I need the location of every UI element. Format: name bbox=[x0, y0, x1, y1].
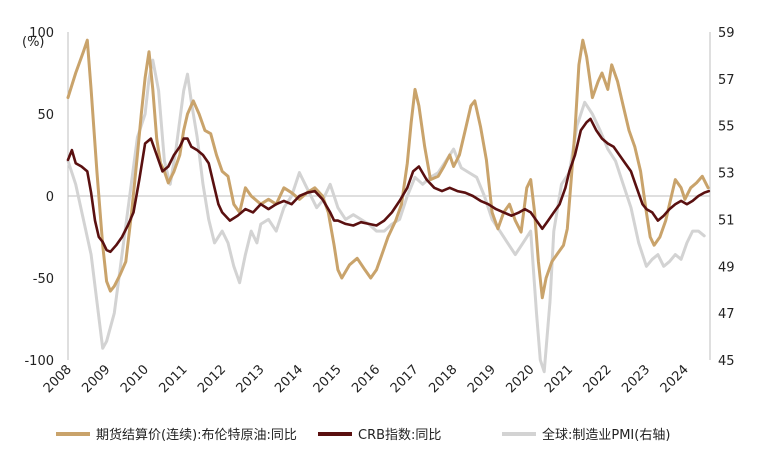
x-tick-label: 2021 bbox=[542, 362, 576, 396]
series-line-1 bbox=[66, 117, 711, 254]
x-tick-label: 2020 bbox=[504, 362, 538, 396]
x-tick-label: 2009 bbox=[79, 362, 113, 396]
x-tick-label: 2023 bbox=[619, 362, 653, 396]
x-tick-label: 2010 bbox=[118, 362, 152, 396]
x-tick-label: 2016 bbox=[349, 362, 383, 396]
series-layer bbox=[66, 38, 711, 374]
unit-label: (%) bbox=[22, 35, 45, 50]
legend: 期货结算价(连续):布伦特原油:同比 CRB指数:同比 全球:制造业PMI(右轴) bbox=[56, 427, 670, 443]
left-y-tick-label: -50 bbox=[33, 272, 54, 287]
right-y-tick-label: 49 bbox=[718, 260, 735, 275]
left-y-tick-label: 50 bbox=[37, 108, 54, 123]
right-y-tick-label: 55 bbox=[718, 120, 735, 135]
x-tick-label: 2015 bbox=[311, 362, 345, 396]
x-axis-ticks: 2008 2009 2010 2011 2012 2013 2014 2015 2016 2017… bbox=[41, 362, 692, 396]
left-y-tick-label: -100 bbox=[24, 354, 54, 369]
x-tick-label: 2012 bbox=[195, 362, 229, 396]
right-y-tick-label: 47 bbox=[718, 307, 735, 322]
left-y-tick-label: 0 bbox=[46, 190, 54, 205]
right-y-tick-label: 51 bbox=[718, 213, 735, 228]
right-y-tick-label: 57 bbox=[718, 73, 735, 88]
legend-label-2: 全球:制造业PMI(右轴) bbox=[542, 427, 670, 443]
x-tick-label: 2013 bbox=[234, 362, 268, 396]
x-tick-label: 2018 bbox=[426, 362, 460, 396]
x-tick-label: 2017 bbox=[388, 362, 422, 396]
x-tick-label: 2014 bbox=[272, 362, 306, 396]
x-tick-label: 2022 bbox=[581, 362, 615, 396]
x-tick-label: 2024 bbox=[658, 362, 692, 396]
x-tick-label: 2011 bbox=[156, 362, 190, 396]
right-y-tick-label: 59 bbox=[718, 26, 735, 41]
left-y-axis-ticks: 100 50 0 -50 -100 bbox=[24, 26, 54, 369]
legend-label-0: 期货结算价(连续):布伦特原油:同比 bbox=[96, 427, 297, 443]
left-y-tick-label: 100 bbox=[29, 26, 54, 41]
right-y-tick-label: 53 bbox=[718, 167, 735, 182]
right-y-axis-ticks: 59 57 55 53 51 49 47 45 bbox=[718, 26, 735, 369]
legend-label-1: CRB指数:同比 bbox=[358, 428, 441, 443]
right-y-tick-label: 45 bbox=[718, 354, 735, 369]
series-line-2 bbox=[66, 58, 706, 374]
axes bbox=[67, 32, 711, 360]
x-tick-label: 2019 bbox=[465, 362, 499, 396]
